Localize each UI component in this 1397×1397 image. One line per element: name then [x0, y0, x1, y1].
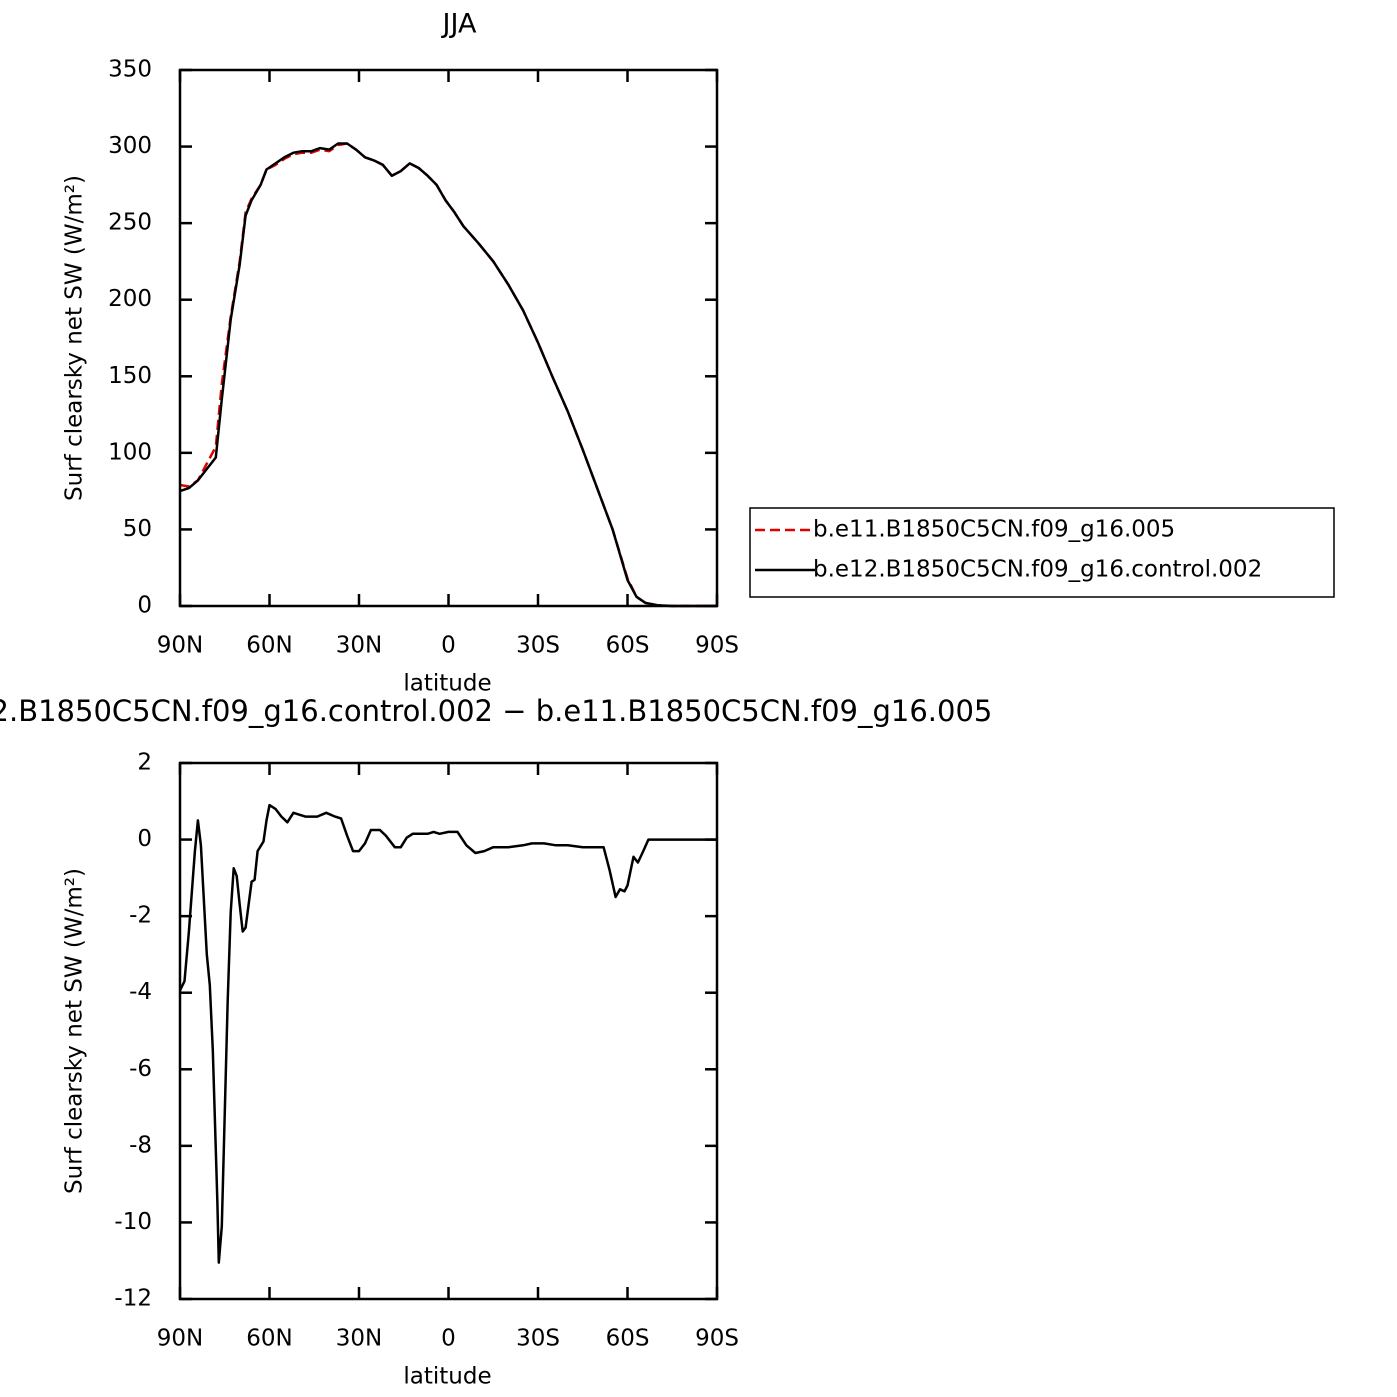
data-line	[178, 803, 717, 1264]
data-line	[179, 142, 717, 608]
x-tick-label: 90N	[157, 1326, 203, 1352]
x-axis-label: latitude	[403, 1364, 491, 1390]
y-tick-label: -12	[114, 1286, 152, 1312]
x-tick-label: 30S	[516, 1326, 560, 1352]
x-axis-label: latitude	[403, 671, 491, 697]
x-tick-label: 60N	[246, 633, 292, 659]
y-tick-label: -4	[129, 979, 152, 1005]
y-tick-label: -2	[129, 903, 152, 929]
x-tick-label: 90S	[695, 1326, 739, 1352]
x-tick-label: 0	[441, 1326, 456, 1352]
y-axis-label: Surf clearsky net SW (W/m²)	[62, 868, 88, 1194]
x-tick-label: 90N	[157, 633, 203, 659]
y-tick-label: 250	[108, 210, 152, 236]
y-axis-label: Surf clearsky net SW (W/m²)	[62, 175, 88, 501]
y-tick-label: 50	[123, 516, 152, 542]
chart-title: b.e12.B1850C5CN.f09_g16.control.002 − b.…	[0, 694, 992, 728]
x-tick-label: 0	[441, 633, 456, 659]
x-tick-label: 60S	[606, 633, 650, 659]
legend-label: b.e12.B1850C5CN.f09_g16.control.002	[813, 557, 1262, 583]
y-tick-label: 300	[108, 133, 152, 159]
y-tick-label: 200	[108, 286, 152, 312]
y-tick-label: 100	[108, 439, 152, 465]
plot-frame	[178, 68, 719, 608]
x-tick-label: 60N	[246, 1326, 292, 1352]
y-tick-label: 2	[137, 750, 152, 776]
y-tick-label: -6	[129, 1056, 152, 1082]
x-tick-label: 90S	[695, 633, 739, 659]
x-tick-label: 30N	[336, 633, 382, 659]
data-line	[179, 142, 717, 608]
legend-box	[749, 507, 1335, 598]
x-tick-label: 30S	[516, 633, 560, 659]
y-tick-label: 350	[108, 57, 152, 83]
y-tick-label: 150	[108, 363, 152, 389]
y-tick-label: -10	[114, 1209, 152, 1235]
legend-label: b.e11.B1850C5CN.f09_g16.005	[813, 517, 1175, 543]
x-tick-label: 60S	[606, 1326, 650, 1352]
chart-title: JJA	[441, 9, 477, 40]
plot-frame	[178, 761, 719, 1301]
y-tick-label: 0	[137, 826, 152, 852]
y-tick-label: -8	[129, 1132, 152, 1158]
y-tick-label: 0	[137, 593, 152, 619]
x-tick-label: 30N	[336, 1326, 382, 1352]
